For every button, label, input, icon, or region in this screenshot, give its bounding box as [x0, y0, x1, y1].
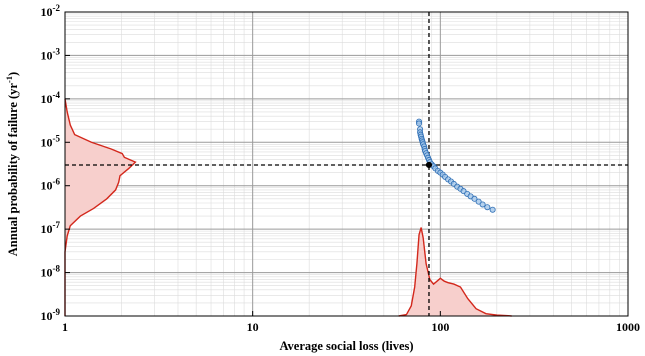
scatter-point	[489, 206, 496, 213]
y-tick-exponent: -9	[53, 307, 61, 317]
scatter-point	[484, 204, 491, 211]
y-axis-title-close: )	[6, 72, 20, 76]
y-tick-base: 10	[41, 222, 53, 236]
mean-point	[425, 161, 433, 169]
y-tick-label: 10-8	[41, 264, 61, 280]
scatter-point	[471, 195, 478, 202]
y-tick-base: 10	[41, 179, 53, 193]
y-tick-labels: 10-910-810-710-610-510-410-310-2	[41, 3, 61, 323]
x-tick-label: 1000	[616, 320, 640, 334]
y-tick-exponent: -8	[53, 264, 61, 274]
y-axis-title-main: Annual probability of failure (yr	[6, 83, 20, 257]
scatter-points	[416, 118, 496, 213]
plot-frame	[64, 11, 629, 317]
y-axis-title-exponent: -1	[4, 76, 14, 83]
y-tick-base: 10	[41, 5, 53, 19]
axis-ticks	[64, 11, 629, 317]
y-tick-exponent: -2	[53, 3, 61, 13]
y-tick-label: 10-5	[41, 133, 61, 149]
y-tick-label: 10-3	[41, 46, 61, 62]
y-tick-exponent: -5	[53, 133, 61, 143]
y-tick-exponent: -3	[53, 46, 61, 56]
y-tick-label: 10-7	[41, 220, 61, 236]
y-tick-base: 10	[41, 135, 53, 149]
y-tick-label: 10-4	[41, 90, 61, 106]
y-tick-exponent: -4	[53, 90, 61, 100]
y-tick-base: 10	[41, 48, 53, 62]
x-density-fill	[398, 227, 512, 316]
x-axis-title: Average social loss (lives)	[279, 339, 413, 353]
x-tick-label: 100	[431, 320, 449, 334]
y-tick-base: 10	[41, 309, 53, 323]
minor-grid	[65, 12, 628, 316]
x-tick-label: 10	[247, 320, 259, 334]
y-tick-base: 10	[41, 266, 53, 280]
scatter-point	[416, 120, 423, 127]
density-curves	[64, 98, 512, 317]
scatter-point	[475, 198, 482, 205]
x-tick-labels: 1 10 100 1000	[62, 320, 640, 334]
y-density-line	[64, 98, 137, 316]
dashed-guides	[65, 12, 628, 316]
y-tick-exponent: -6	[53, 177, 61, 187]
y-tick-label: 10-6	[41, 177, 61, 193]
y-density-fill	[65, 98, 136, 316]
scatter-point	[479, 201, 486, 208]
x-tick-label: 1	[62, 320, 68, 334]
y-tick-label: 10-2	[41, 3, 61, 19]
y-tick-label: 10-9	[41, 307, 61, 323]
y-axis-title: Annual probability of failure (yr-1)	[4, 72, 20, 256]
y-tick-exponent: -7	[53, 220, 61, 230]
y-tick-base: 10	[41, 92, 53, 106]
x-density-line	[398, 227, 512, 317]
